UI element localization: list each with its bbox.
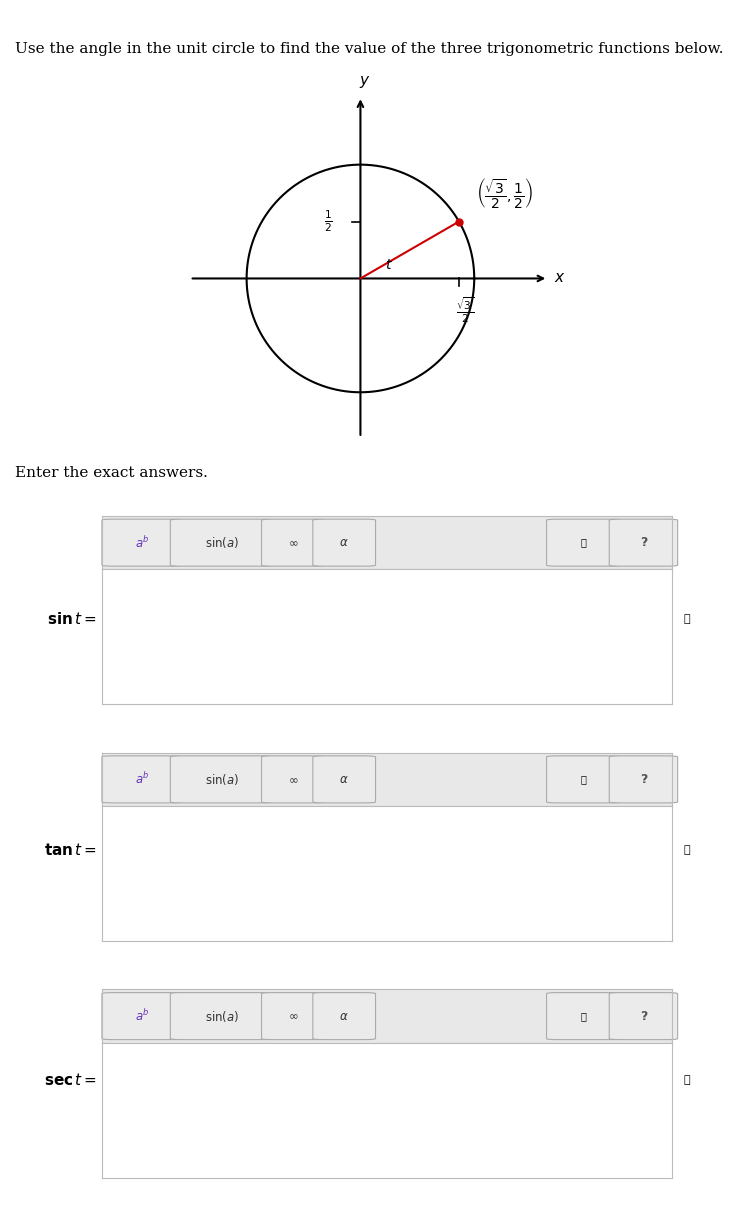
Text: $\alpha$: $\alpha$ [340,1010,349,1022]
FancyBboxPatch shape [609,993,678,1039]
FancyBboxPatch shape [547,756,621,802]
FancyBboxPatch shape [171,756,273,802]
Text: $\sin(a)$: $\sin(a)$ [205,772,239,787]
FancyBboxPatch shape [261,520,324,566]
Text: $\left(\dfrac{\sqrt{3}}{2},\dfrac{1}{2}\right)$: $\left(\dfrac{\sqrt{3}}{2},\dfrac{1}{2}\… [476,176,533,210]
Text: $a^b$: $a^b$ [134,534,149,551]
Text: $t$: $t$ [386,259,393,272]
FancyBboxPatch shape [102,520,182,566]
FancyBboxPatch shape [313,520,375,566]
FancyBboxPatch shape [171,520,273,566]
FancyBboxPatch shape [313,756,375,802]
Text: ?: ? [639,1010,647,1022]
Text: 🗑: 🗑 [581,775,587,784]
Text: 📋: 📋 [683,1076,690,1085]
Text: 📋: 📋 [683,845,690,855]
FancyBboxPatch shape [313,993,375,1039]
Text: $\alpha$: $\alpha$ [340,537,349,549]
Text: $\infty$: $\infty$ [288,773,298,785]
Text: $a^b$: $a^b$ [134,1008,149,1025]
Text: ?: ? [639,537,647,549]
Text: 🗑: 🗑 [581,538,587,548]
Text: $\mathbf{sec}\,t =$: $\mathbf{sec}\,t =$ [44,1072,97,1089]
FancyBboxPatch shape [102,993,182,1039]
FancyBboxPatch shape [261,993,324,1039]
FancyBboxPatch shape [547,520,621,566]
Text: $\frac{\sqrt{3}}{2}$: $\frac{\sqrt{3}}{2}$ [456,295,473,325]
FancyBboxPatch shape [171,993,273,1039]
Text: $\sin(a)$: $\sin(a)$ [205,1009,239,1023]
Text: ?: ? [639,773,647,785]
Text: $\alpha$: $\alpha$ [340,773,349,785]
FancyBboxPatch shape [609,520,678,566]
Text: $\mathbf{sin}\,t =$: $\mathbf{sin}\,t =$ [47,611,97,628]
Text: 📋: 📋 [683,614,690,624]
Text: $\sin(a)$: $\sin(a)$ [205,535,239,550]
Text: $\frac{1}{2}$: $\frac{1}{2}$ [324,209,333,234]
Text: Enter the exact answers.: Enter the exact answers. [15,466,208,481]
FancyBboxPatch shape [547,993,621,1039]
Text: $\mathbf{tan}\,t =$: $\mathbf{tan}\,t =$ [44,841,97,858]
Text: $a^b$: $a^b$ [134,771,149,788]
FancyBboxPatch shape [609,756,678,802]
Text: $x$: $x$ [554,272,565,285]
Text: 🗑: 🗑 [581,1011,587,1021]
Text: $\infty$: $\infty$ [288,1010,298,1022]
Text: Use the angle in the unit circle to find the value of the three trigonometric fu: Use the angle in the unit circle to find… [15,41,723,56]
Text: $y$: $y$ [359,74,371,90]
FancyBboxPatch shape [261,756,324,802]
FancyBboxPatch shape [102,756,182,802]
Text: $\infty$: $\infty$ [288,537,298,549]
